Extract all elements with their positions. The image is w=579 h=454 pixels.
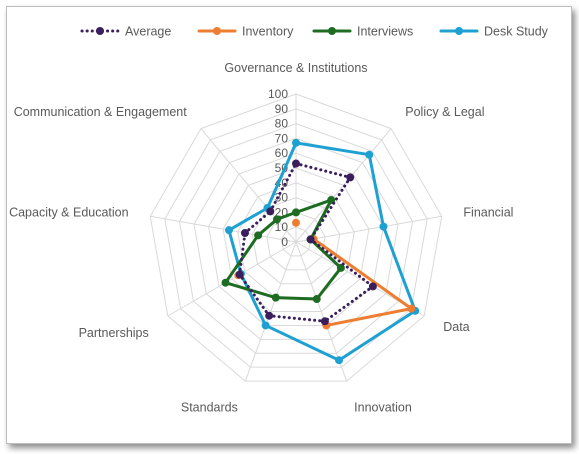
series-line-segment xyxy=(227,228,243,276)
series-point[interactable] xyxy=(292,208,300,217)
category-label: Communication & Engagement xyxy=(14,105,188,119)
series-line-segment xyxy=(309,175,352,241)
category-label: Innovation xyxy=(354,401,412,415)
radial-tick-label: 60 xyxy=(275,146,289,160)
radial-tick-label: 80 xyxy=(275,117,289,131)
series-point[interactable] xyxy=(266,207,275,216)
series-line-segment xyxy=(264,323,341,362)
series-point[interactable] xyxy=(240,229,249,238)
grid-spoke xyxy=(295,215,442,243)
legend-label: Inventory xyxy=(242,25,294,39)
legend-marker xyxy=(328,27,336,35)
radial-tick-label: 90 xyxy=(275,102,289,116)
series-point[interactable] xyxy=(265,311,274,320)
grid-ring xyxy=(178,123,414,354)
grid-ring xyxy=(164,108,428,368)
series-line-segment xyxy=(294,141,371,157)
series-point[interactable] xyxy=(379,222,388,231)
legend: Average Inventory Interviews Desk Study xyxy=(80,25,549,39)
series-point[interactable] xyxy=(365,150,374,159)
series-line-segment xyxy=(337,309,417,362)
series-point[interactable] xyxy=(368,282,377,291)
radial-tick-label: 0 xyxy=(281,235,288,249)
series-point[interactable] xyxy=(292,138,300,147)
radial-tick-label: 10 xyxy=(275,220,289,234)
series-average xyxy=(235,159,377,326)
series-line-segment xyxy=(324,307,413,327)
legend-marker xyxy=(455,27,463,35)
series-point[interactable] xyxy=(235,270,244,279)
legend-entry[interactable]: Average xyxy=(80,25,171,39)
series-point[interactable] xyxy=(312,295,321,304)
series-point[interactable] xyxy=(407,304,416,313)
legend-entry[interactable]: Interviews xyxy=(312,25,413,39)
legend-label: Average xyxy=(125,25,171,39)
series-line-segment xyxy=(315,266,343,301)
series-line-segment xyxy=(268,162,298,213)
series-point[interactable] xyxy=(254,231,263,240)
category-label: Standards xyxy=(181,401,238,415)
series-line-segment xyxy=(265,141,298,210)
grid-spoke xyxy=(200,128,297,243)
series-line-segment xyxy=(267,314,327,323)
series-point[interactable] xyxy=(224,226,233,235)
series-line-segment xyxy=(238,273,271,318)
category-label: Policy & Legal xyxy=(405,105,484,119)
category-label: Partnerships xyxy=(79,326,149,340)
series-point[interactable] xyxy=(261,321,270,330)
grid-spoke xyxy=(167,241,297,317)
grid-ring xyxy=(266,211,326,271)
radial-tick-label: 100 xyxy=(268,87,288,101)
grid-ring xyxy=(208,152,384,326)
category-label: Data xyxy=(443,320,469,334)
grid-spoke xyxy=(244,241,297,382)
grid-ring xyxy=(280,226,312,257)
series-line-segment xyxy=(309,237,343,270)
series-line-segment xyxy=(227,206,269,232)
legend-entry[interactable]: Desk Study xyxy=(439,25,549,39)
series-point[interactable] xyxy=(320,317,329,326)
radial-tick-label: 70 xyxy=(275,131,289,145)
series-point[interactable] xyxy=(335,356,344,365)
legend-label: Desk Study xyxy=(484,25,549,39)
category-labels: Governance & Institutions Policy & Legal F… xyxy=(9,61,513,415)
series-point[interactable] xyxy=(271,293,280,302)
legend-marker xyxy=(213,27,221,35)
radar-grid xyxy=(149,93,443,382)
series-line-segment xyxy=(238,231,247,277)
series-line-segment xyxy=(243,209,272,235)
series-point[interactable] xyxy=(292,159,300,168)
grid-ring xyxy=(222,167,370,313)
legend-marker xyxy=(96,27,104,35)
radial-tick-label: 30 xyxy=(275,191,289,205)
legend-label: Interviews xyxy=(357,25,413,39)
category-label: Governance & Institutions xyxy=(224,61,367,75)
series-point[interactable] xyxy=(346,173,355,182)
series-layer xyxy=(221,138,420,365)
category-label: Financial xyxy=(463,205,513,219)
series-line-segment xyxy=(311,237,413,311)
series-line-segment xyxy=(367,153,385,229)
series-line-segment xyxy=(323,284,375,323)
series-point[interactable] xyxy=(221,278,230,287)
series-line-segment xyxy=(294,162,352,179)
grid-ring xyxy=(149,93,443,382)
series-line-segment xyxy=(294,198,333,214)
grid-ring xyxy=(251,197,341,285)
series-line-segment xyxy=(274,296,319,301)
series-point[interactable] xyxy=(272,215,281,224)
grid-spoke xyxy=(150,215,297,243)
series-point[interactable] xyxy=(306,235,315,244)
series-point[interactable] xyxy=(336,263,345,272)
series-line-segment xyxy=(309,237,375,288)
legend-entry[interactable]: Inventory xyxy=(197,25,294,39)
series-line-segment xyxy=(381,225,417,313)
series-point[interactable] xyxy=(292,218,300,227)
chart-frame xyxy=(6,6,572,444)
series-line-segment xyxy=(256,217,279,237)
category-label: Capacity & Education xyxy=(9,205,129,219)
